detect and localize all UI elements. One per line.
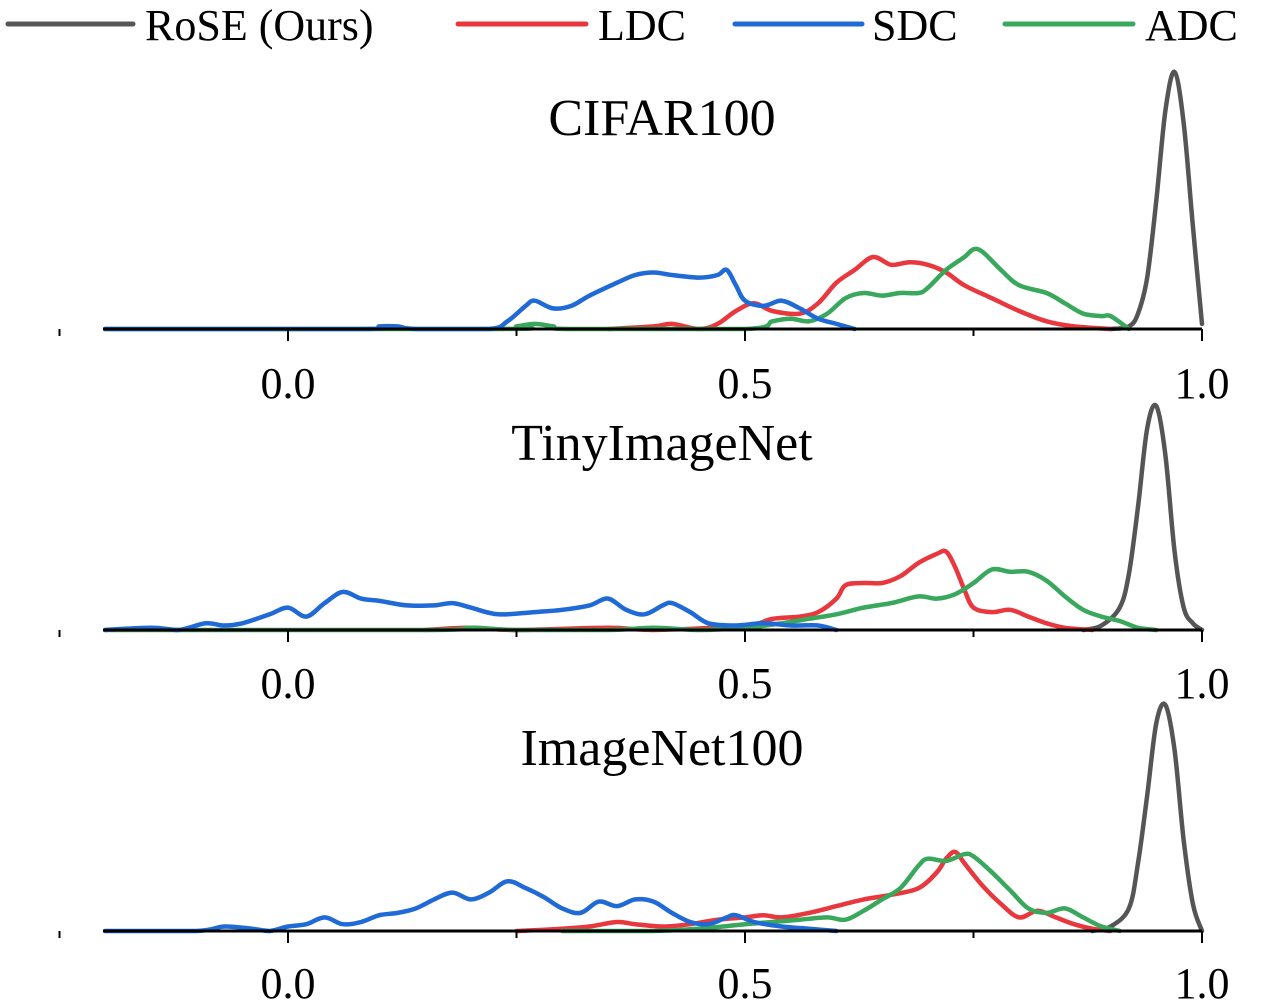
- series-line-adc-cifar100: [102, 246, 1132, 332]
- x-tick-label-cifar100-0: 0.0: [261, 359, 316, 408]
- x-tick-label-imagenet100-0: 0.0: [261, 959, 316, 1005]
- panel-title-cifar100: CIFAR100: [548, 90, 775, 147]
- panel-imagenet100: ImageNet100 0.0 0.5 1.0: [58, 701, 1230, 1005]
- series-line-rose-ours-cifar100: [1108, 69, 1205, 332]
- x-tick-label-tinyimagenet-2: 1.0: [1175, 659, 1230, 708]
- x-tick-label-cifar100-1: 0.5: [718, 359, 773, 408]
- x-tick-label-tinyimagenet-1: 0.5: [718, 659, 773, 708]
- panel-tinyimagenet: TinyImageNet 0.0 0.5 1.0: [58, 402, 1230, 708]
- legend-label-adc: ADC: [1145, 1, 1238, 50]
- x-tick-label-tinyimagenet-0: 0.0: [261, 659, 316, 708]
- series-line-rose-ours-tinyimagenet: [1080, 402, 1205, 633]
- legend-label-ldc: LDC: [598, 1, 686, 50]
- panel-title-tinyimagenet: TinyImageNet: [511, 415, 813, 472]
- series-line-rose-ours-imagenet100: [1090, 701, 1205, 934]
- panel-cifar100: CIFAR100 0.0 0.5 1.0: [58, 69, 1230, 408]
- series-line-sdc-tinyimagenet: [102, 589, 839, 633]
- x-tick-label-cifar100-2: 1.0: [1175, 359, 1230, 408]
- series-line-ldc-tinyimagenet: [422, 548, 1095, 633]
- panel-title-imagenet100: ImageNet100: [520, 720, 803, 777]
- x-tick-label-imagenet100-1: 0.5: [718, 959, 773, 1005]
- series-line-adc-imagenet100: [559, 851, 1122, 934]
- series-line-sdc-imagenet100: [102, 879, 839, 934]
- x-tick-label-imagenet100-2: 1.0: [1175, 959, 1230, 1005]
- series-line-ldc-imagenet100: [514, 849, 1113, 934]
- legend-label-sdc: SDC: [872, 1, 958, 50]
- series-line-sdc-cifar100: [102, 267, 857, 332]
- legend: RoSE (Ours) LDC SDC ADC: [5, 1, 1238, 50]
- series-line-adc-tinyimagenet: [102, 566, 1159, 633]
- legend-label-rose-ours: RoSE (Ours): [145, 1, 374, 50]
- series-line-ldc-cifar100: [605, 254, 1113, 332]
